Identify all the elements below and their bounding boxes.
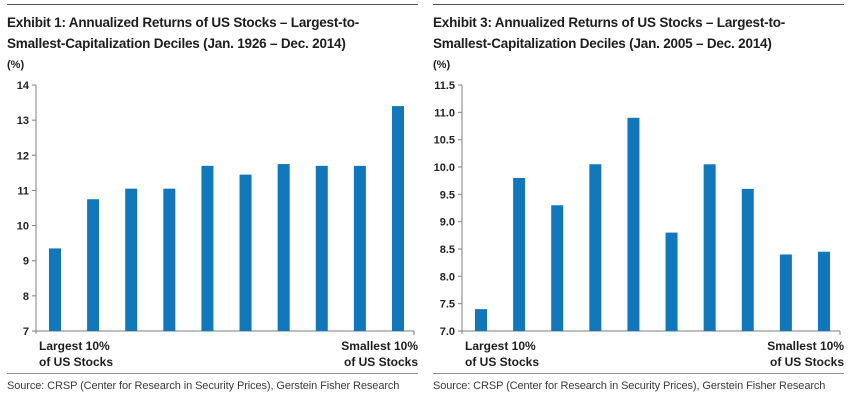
y-tick-label: 7 [23, 326, 29, 338]
bar-decile-7 [277, 164, 290, 331]
source-note: Source: CRSP (Center for Research in Sec… [433, 380, 826, 392]
bar-decile-8 [741, 188, 754, 331]
bar-decile-5 [627, 117, 640, 331]
y-tick-label: 10.0 [434, 162, 455, 174]
bar-decile-4 [589, 164, 602, 331]
exhibit-3-panel: Exhibit 3: Annualized Returns of US Stoc… [433, 4, 844, 392]
x-axis-label-largest: of US Stocks [465, 355, 539, 369]
title-line-2: Smallest-Capitalization Deciles (Jan. 19… [7, 36, 346, 51]
source-note: Source: CRSP (Center for Research in Sec… [7, 380, 400, 392]
bar-decile-9 [353, 165, 366, 331]
bar-decile-2 [513, 177, 526, 331]
y-tick-label: 8 [23, 291, 29, 303]
two-exhibit-charts: Exhibit 1: Annualized Returns of US Stoc… [7, 4, 844, 392]
x-axis-label-smallest: of US Stocks [770, 355, 844, 369]
y-tick-label: 11.5 [434, 80, 455, 92]
bar-decile-8 [315, 165, 328, 331]
bar-decile-3 [125, 188, 138, 331]
y-tick-label: 9.5 [440, 189, 455, 201]
x-axis-label-largest: of US Stocks [39, 355, 113, 369]
y-tick-label: 9 [23, 256, 29, 268]
bar-decile-6 [665, 232, 678, 331]
exhibit-1-panel: Exhibit 1: Annualized Returns of US Stoc… [7, 4, 418, 392]
bar-decile-4 [163, 188, 176, 331]
y-axis-unit-label: (%) [433, 59, 451, 71]
title-line-2: Smallest-Capitalization Deciles (Jan. 20… [433, 36, 772, 51]
bar-decile-1 [475, 309, 487, 331]
title-line-1: Exhibit 3: Annualized Returns of US Stoc… [433, 15, 786, 30]
bar-decile-10 [392, 106, 404, 331]
exhibit-1-bar-chart: 7 8 9 10 11 12 13 14 Largest 10% of US Stocks Smal… [17, 80, 418, 369]
bar-decile-2 [87, 199, 100, 331]
y-axis-unit-label: (%) [7, 59, 25, 71]
exhibit-3-title: Exhibit 3: Annualized Returns of US Stoc… [433, 12, 844, 54]
y-tick-label: 7.5 [440, 299, 455, 311]
x-axis-label-smallest: Smallest 10% [767, 339, 844, 353]
x-axis-label-largest: Largest 10% [39, 339, 110, 353]
x-axis-label-smallest: Smallest 10% [341, 339, 418, 353]
bar-decile-3 [551, 205, 564, 331]
x-axis-label-largest: Largest 10% [465, 339, 536, 353]
panel-top-rule [433, 4, 844, 5]
bar-decile-9 [779, 254, 792, 331]
y-tick-label: 13 [17, 115, 29, 127]
bar-decile-6 [239, 174, 252, 331]
y-tick-label: 11 [17, 185, 29, 197]
y-tick-label: 14 [17, 80, 30, 92]
bar-decile-5 [201, 165, 214, 331]
y-tick-label: 9.0 [440, 217, 455, 229]
source-divider [7, 373, 418, 374]
y-tick-label: 10 [17, 221, 29, 233]
exhibit-3-bar-chart: 7.0 7.5 8.0 8.5 9.0 9.5 10.0 10.5 11.0 11.5 Larges… [434, 80, 844, 369]
y-tick-label: 11.0 [434, 107, 455, 119]
title-line-1: Exhibit 1: Annualized Returns of US Stoc… [7, 15, 360, 30]
y-tick-label: 10.5 [434, 135, 455, 147]
bar-decile-1 [49, 248, 61, 331]
bar-decile-7 [703, 164, 716, 331]
y-tick-label: 7.0 [440, 326, 455, 338]
y-tick-label: 8.0 [440, 271, 455, 283]
exhibit-1-title: Exhibit 1: Annualized Returns of US Stoc… [7, 12, 418, 54]
panel-top-rule [7, 4, 418, 5]
bar-decile-10 [818, 251, 830, 331]
y-tick-label: 8.5 [440, 244, 455, 256]
source-divider [433, 373, 844, 374]
y-tick-label: 12 [17, 150, 29, 162]
x-axis-label-smallest: of US Stocks [344, 355, 418, 369]
